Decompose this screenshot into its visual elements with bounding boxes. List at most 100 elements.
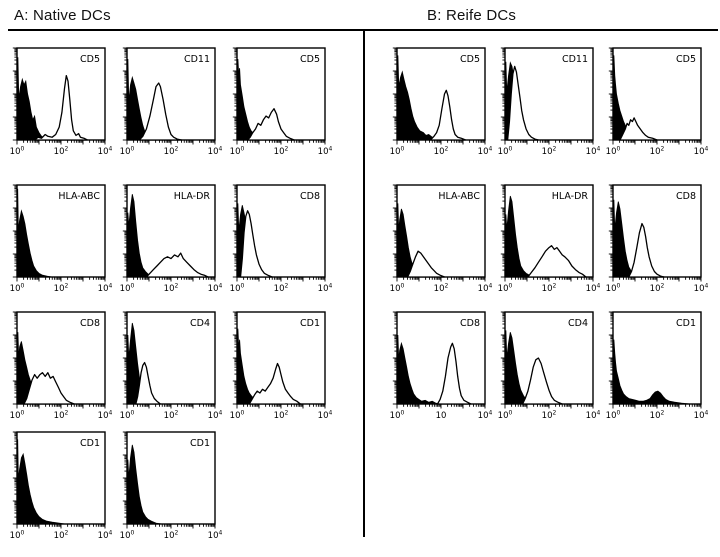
x-tick-label: 102: [650, 146, 665, 158]
x-tick-label: 100: [10, 146, 25, 158]
plot-label: HLA-ABC: [438, 191, 480, 202]
histogram-plot-a-cd1-r2c2: CD1 100 102 104: [230, 311, 340, 425]
plot-label: CD4: [190, 318, 210, 329]
histogram-plot-b-cd11-r0c1: CD11 100 102 104: [498, 47, 608, 161]
open-histogram: [628, 222, 665, 278]
x-tick-label: 102: [274, 283, 289, 295]
x-tick-label: 104: [694, 146, 709, 158]
x-tick-label: 100: [498, 146, 513, 158]
open-histogram: [239, 210, 273, 278]
open-histogram: [135, 361, 162, 405]
panel-b-title: B: Reife DCs: [427, 7, 517, 24]
x-tick-label: 104: [694, 283, 709, 295]
x-tick-label: 104: [694, 410, 709, 422]
x-tick-label: 100: [390, 283, 405, 295]
histogram-svg: CD1 100 102 104: [606, 311, 709, 422]
plot-label: CD1: [190, 438, 210, 449]
open-histogram: [246, 108, 295, 141]
histogram-svg: HLA-DR 100 102 104: [498, 184, 601, 295]
x-tick-label: 100: [10, 530, 25, 542]
x-tick-label: 100: [230, 283, 245, 295]
plot-label: CD11: [184, 54, 210, 65]
x-tick-label: 104: [478, 283, 493, 295]
plot-label: CD4: [568, 318, 588, 329]
filled-histogram: [16, 188, 53, 278]
plot-label: CD8: [80, 318, 100, 329]
histogram-plot-a-hladr-r1c1: HLA-DR 100 102 104: [120, 184, 230, 298]
plot-label: HLA-DR: [552, 191, 589, 202]
x-tick-label: 104: [318, 283, 333, 295]
histogram-plot-a-hlaabc-r1c0: HLA-ABC 100 102 104: [10, 184, 120, 298]
plot-label: CD8: [676, 191, 696, 202]
histogram-svg: HLA-DR 100 102 104: [120, 184, 223, 295]
x-tick-label: 100: [10, 283, 25, 295]
open-histogram: [506, 65, 540, 141]
x-tick-label: 100: [10, 410, 25, 422]
x-tick-label: 102: [274, 410, 289, 422]
histogram-svg: CD4 100 102 104: [498, 311, 601, 422]
x-tick-label: 100: [120, 146, 135, 158]
x-tick-label: 102: [542, 283, 557, 295]
x-tick-label: 102: [434, 146, 449, 158]
x-tick-label: 10: [436, 411, 447, 421]
x-tick-label: 104: [98, 530, 113, 542]
x-tick-label: 102: [164, 283, 179, 295]
filled-histogram: [396, 334, 442, 405]
histogram-svg: HLA-ABC 100 102 104: [10, 184, 113, 295]
histogram-plot-b-hladr-r1c1: HLA-DR 100 102 104: [498, 184, 608, 298]
panel-divider: [363, 31, 365, 537]
plot-label: CD1: [300, 318, 320, 329]
histogram-svg: HLA-ABC 100 102 104: [390, 184, 493, 295]
histogram-svg: CD8 100 102 104: [10, 311, 113, 422]
open-histogram: [406, 250, 446, 278]
plot-label: CD8: [300, 191, 320, 202]
x-tick-label: 104: [586, 283, 601, 295]
x-tick-label: 104: [98, 410, 113, 422]
x-tick-label: 104: [208, 283, 223, 295]
plot-label: CD1: [80, 438, 100, 449]
x-tick-label: 100: [120, 410, 135, 422]
x-tick-label: 104: [208, 146, 223, 158]
plot-label: CD1: [676, 318, 696, 329]
open-histogram: [429, 89, 467, 141]
histogram-plot-a-cd8-r2c0: CD8 100 102 104: [10, 311, 120, 425]
filled-histogram: [126, 444, 163, 525]
plot-label: CD5: [300, 54, 320, 65]
filled-histogram: [612, 339, 691, 405]
histogram-plot-a-cd1-r3c0: CD1 100 102 104: [10, 431, 120, 545]
x-tick-label: 102: [274, 146, 289, 158]
x-tick-label: 102: [54, 283, 69, 295]
x-tick-label: 102: [164, 410, 179, 422]
x-tick-label: 102: [54, 146, 69, 158]
histogram-plot-b-cd8-r1c2: CD8 100 102 104: [606, 184, 716, 298]
histogram-svg: CD1 100 102 104: [230, 311, 333, 422]
plot-label: CD5: [460, 54, 480, 65]
plot-label: HLA-DR: [174, 191, 211, 202]
x-tick-label: 102: [650, 410, 665, 422]
panel-a-title: A: Native DCs: [14, 7, 111, 24]
histogram-plot-b-cd8-r2c0: CD8 100 10 104: [390, 311, 500, 425]
x-tick-label: 100: [120, 283, 135, 295]
plot-label: HLA-ABC: [58, 191, 100, 202]
histogram-svg: CD8 100 102 104: [606, 184, 709, 295]
histogram-svg: CD4 100 102 104: [120, 311, 223, 422]
x-tick-label: 100: [606, 410, 621, 422]
histogram-svg: CD11 100 102 104: [498, 47, 601, 158]
histogram-plot-a-cd8-r1c2: CD8 100 102 104: [230, 184, 340, 298]
open-histogram: [33, 74, 89, 141]
title-underline: [8, 29, 718, 31]
x-tick-label: 100: [498, 410, 513, 422]
plot-frame: [236, 47, 326, 141]
histogram-svg: CD5 100 102 104: [230, 47, 333, 158]
x-tick-label: 100: [606, 283, 621, 295]
histogram-plot-b-cd4-r2c1: CD4 100 102 104: [498, 311, 608, 425]
filled-histogram: [504, 195, 535, 278]
open-histogram: [436, 342, 472, 405]
histogram-plot-a-cd11-r0c1: CD11 100 102 104: [120, 47, 230, 161]
histogram-plot-b-cd5-r0c0: CD5 100 102 104: [390, 47, 500, 161]
histogram-plot-a-cd5-r0c2: CD5 100 102 104: [230, 47, 340, 161]
x-tick-label: 102: [54, 410, 69, 422]
x-tick-label: 102: [542, 146, 557, 158]
filled-histogram: [16, 439, 66, 525]
